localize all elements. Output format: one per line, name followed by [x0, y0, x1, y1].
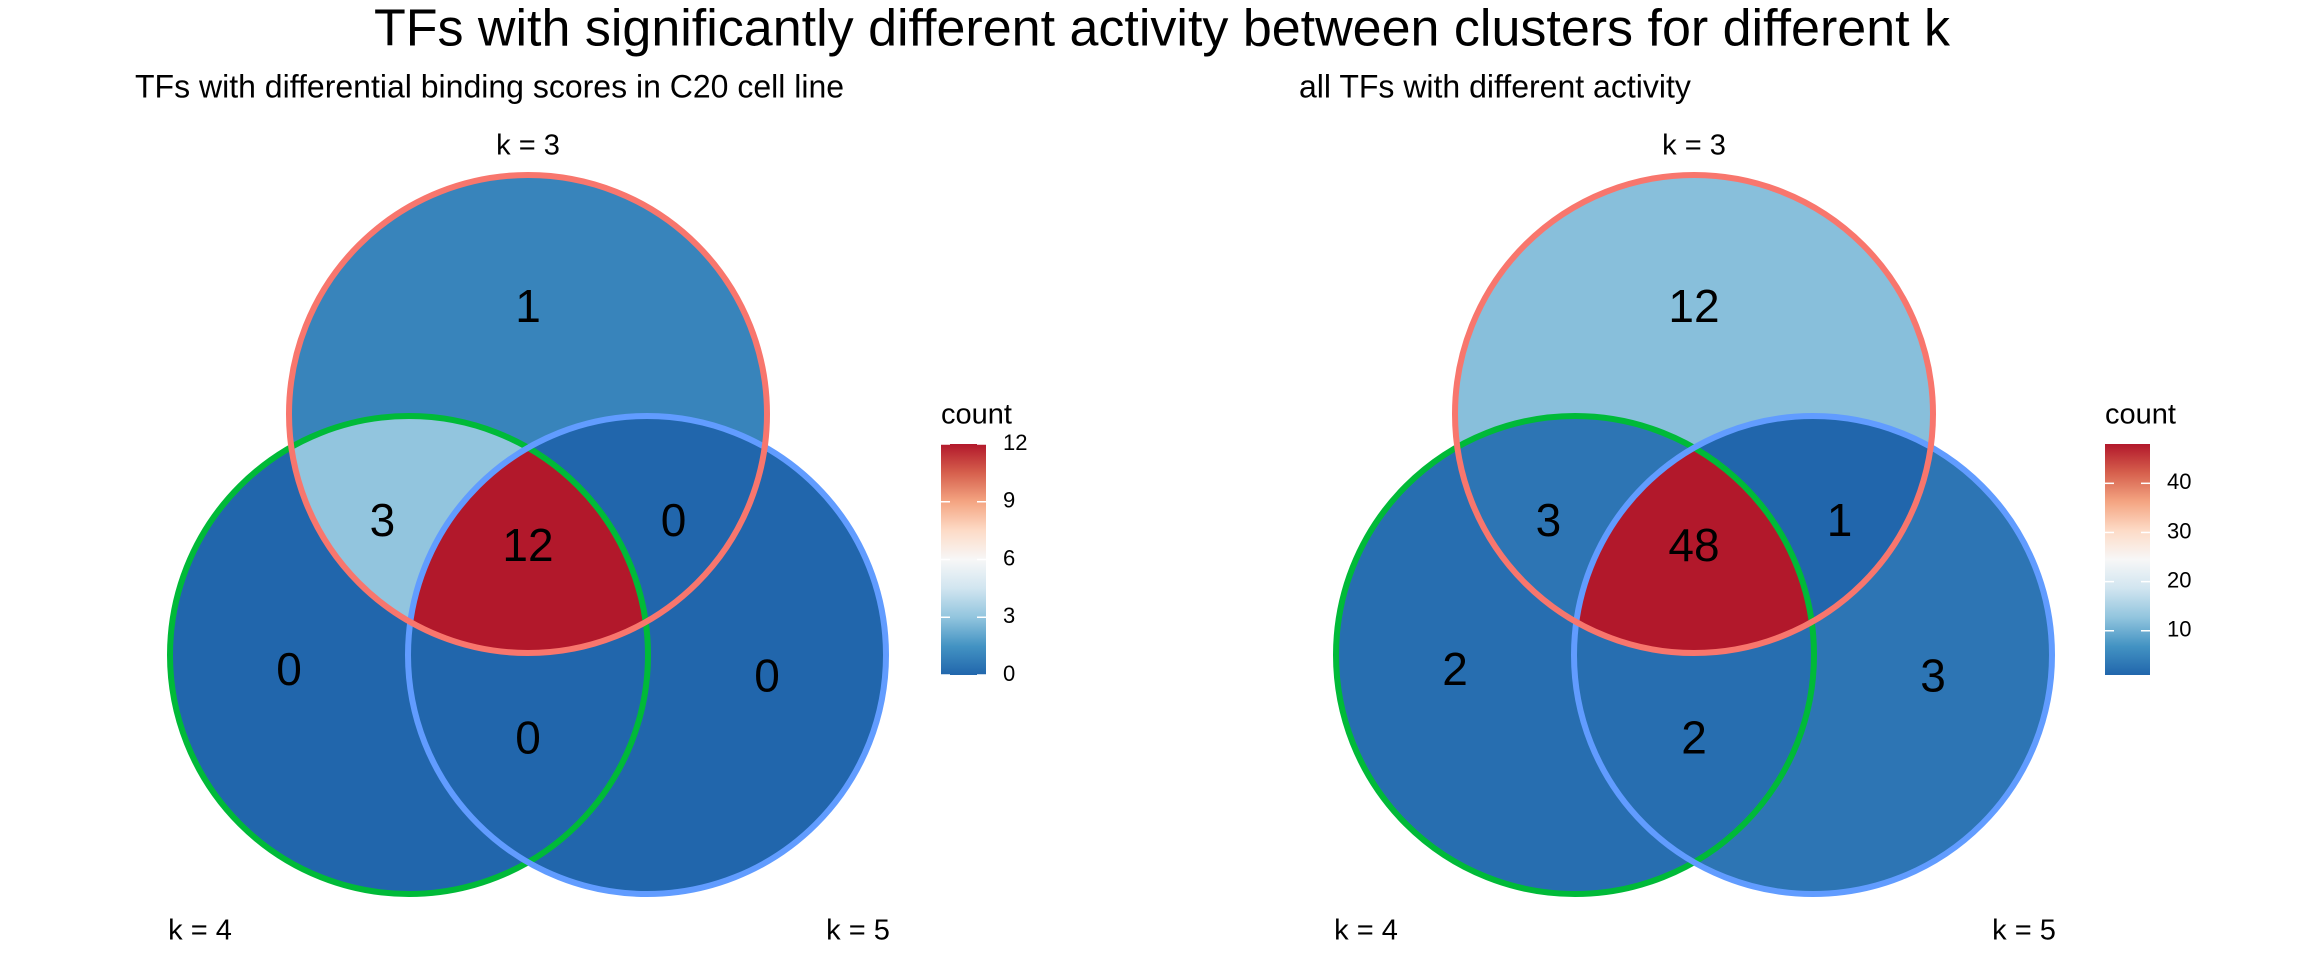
colorbar-tick-label: 9	[1003, 488, 1015, 513]
set-label: k = 5	[1992, 915, 2056, 947]
colorbar-tick-label: 6	[1003, 545, 1015, 570]
set-outline	[1452, 172, 1936, 656]
colorbar-title: count	[2105, 399, 2176, 431]
region-label: 48	[1668, 519, 1719, 571]
region-label: 3	[1536, 494, 1562, 546]
region-label: 3	[370, 494, 396, 546]
colorbar-tick-label: 30	[2167, 518, 2191, 543]
region-label: 0	[515, 712, 541, 764]
region-label: 12	[502, 519, 553, 571]
set-label: k = 5	[826, 915, 890, 947]
colorbar-tick-label: 10	[2167, 617, 2191, 642]
panel-title: TFs with differential binding scores in …	[135, 68, 844, 104]
colorbar-tick-label: 20	[2167, 567, 2191, 592]
set-outline	[286, 172, 770, 656]
region-label: 0	[276, 643, 302, 695]
set-outline	[405, 413, 889, 897]
colorbar-tick-label: 0	[1003, 661, 1015, 686]
region-label: 2	[1442, 643, 1468, 695]
region-label: 2	[1681, 712, 1707, 764]
set-outline	[1333, 413, 1817, 897]
region-label: 1	[1827, 494, 1853, 546]
colorbar-title: count	[941, 399, 1012, 431]
region-label: 1	[515, 280, 541, 332]
set-label: k = 4	[168, 915, 232, 947]
set-label: k = 4	[1334, 915, 1398, 947]
colorbar-tick-label: 12	[1003, 430, 1027, 455]
region-label: 12	[1668, 280, 1719, 332]
region-label: 0	[661, 494, 687, 546]
colorbar-tick-label: 3	[1003, 603, 1015, 628]
set-label: k = 3	[496, 130, 560, 162]
region-label: 0	[754, 649, 780, 701]
set-outline	[167, 413, 651, 897]
figure-title: TFs with significantly different activit…	[374, 0, 1951, 58]
colorbar-tick-label: 40	[2167, 469, 2191, 494]
set-outline	[1571, 413, 2055, 897]
set-label: k = 3	[1662, 130, 1726, 162]
panel-title: all TFs with different activity	[1299, 68, 1691, 104]
colorbar	[2105, 444, 2150, 675]
region-label: 3	[1920, 649, 1946, 701]
